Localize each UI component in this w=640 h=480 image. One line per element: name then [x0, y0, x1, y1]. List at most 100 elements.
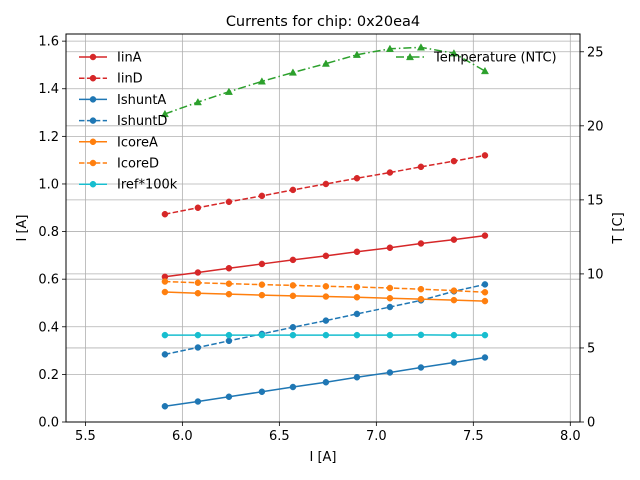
- legend-entry-iind: IinD: [79, 72, 143, 87]
- legend-entry-icored: IcoreD: [79, 157, 159, 172]
- data-point-iina: [481, 232, 489, 239]
- data-point-iind: [386, 169, 394, 176]
- y-tick-label: 0.8: [38, 225, 59, 240]
- legend-marker-icorea: [89, 138, 97, 146]
- series-iina: [161, 232, 489, 281]
- data-point-iina: [417, 240, 425, 247]
- data-point-iind: [161, 210, 169, 218]
- y-axis-left: 0.0 0.2 0.4 0.6 0.8 1.0 1.2 1.4 1.6: [38, 35, 66, 431]
- series-temperature-ntc: [160, 43, 489, 118]
- data-point-ishunta: [353, 373, 361, 381]
- data-point-temperature-ntc: [257, 77, 266, 85]
- series-iind: [161, 152, 489, 218]
- y2-tick-label: 0: [587, 416, 595, 431]
- data-point-iind: [225, 198, 233, 206]
- legend-entry-iina: IinA: [79, 51, 142, 66]
- data-point-temperature-ntc: [385, 44, 394, 52]
- legend-label-ishunta: IshuntA: [117, 93, 166, 108]
- data-point-icored: [353, 283, 361, 291]
- data-point-icorea: [194, 289, 202, 297]
- data-point-iina: [322, 252, 330, 260]
- data-point-iind: [353, 175, 361, 182]
- legend-entry-ishuntd: IshuntD: [79, 114, 167, 129]
- data-point-icorea: [481, 297, 489, 305]
- data-point-icored: [225, 280, 233, 287]
- legend-label-temperature: Temperature (NTC): [433, 51, 557, 66]
- data-point-iref-100k: [353, 331, 361, 339]
- data-point-ishunta: [386, 369, 394, 376]
- data-point-iina: [450, 236, 458, 243]
- data-point-iref-100k: [322, 331, 330, 339]
- data-point-temperature-ntc: [352, 50, 361, 58]
- data-point-iref-100k: [386, 331, 394, 339]
- data-point-iref-100k: [194, 331, 202, 339]
- x-tick-label: 6.0: [172, 429, 193, 444]
- data-point-temperature-ntc: [160, 109, 169, 118]
- y-axis-label: I [A]: [15, 214, 30, 241]
- x-tick-label: 6.5: [269, 429, 290, 444]
- data-point-ishunta: [322, 378, 330, 386]
- legend-marker-iref-100k: [89, 180, 97, 188]
- data-point-icorea: [161, 288, 169, 296]
- x-axis-label: I [A]: [309, 450, 336, 465]
- data-point-ishuntd: [225, 337, 233, 345]
- legend-label-icored: IcoreD: [117, 157, 159, 172]
- y-tick-label: 0.0: [38, 416, 59, 431]
- data-point-icored: [194, 279, 202, 286]
- data-point-ishuntd: [481, 281, 489, 288]
- x-tick-label: 5.5: [75, 429, 96, 444]
- data-point-ishuntd: [322, 317, 330, 324]
- y2-tick-label: 25: [587, 45, 604, 60]
- y-tick-label: 0.2: [38, 368, 59, 383]
- data-point-icorea: [258, 291, 266, 299]
- x-tick-label: 7.5: [463, 429, 484, 444]
- y-tick-label: 1.4: [38, 82, 59, 97]
- data-point-iind: [481, 152, 489, 159]
- data-point-icored: [417, 285, 425, 293]
- data-point-icored: [161, 278, 169, 285]
- series-icorea: [161, 288, 489, 305]
- data-point-iind: [322, 180, 330, 188]
- legend-marker-ishunta: [89, 96, 97, 103]
- data-point-ishunta: [481, 354, 489, 361]
- legend-entry-temperature: Temperature (NTC): [396, 51, 557, 66]
- x-axis: 5.5 6.0 6.5 7.0 7.5 8.0: [75, 422, 581, 444]
- data-point-ishunta: [194, 398, 202, 405]
- data-point-iind: [417, 163, 425, 171]
- data-point-ishunta: [289, 383, 297, 391]
- legend-right: Temperature (NTC): [396, 51, 557, 66]
- legend-marker-iina: [89, 53, 97, 61]
- data-point-icorea: [322, 293, 330, 300]
- data-point-icorea: [417, 295, 425, 303]
- data-point-iref-100k: [225, 331, 233, 339]
- data-point-iina: [258, 260, 266, 268]
- data-point-iina: [386, 244, 394, 252]
- data-point-temperature-ntc: [224, 87, 233, 95]
- legend-label-icorea: IcoreA: [117, 135, 158, 150]
- series-line-ishuntd: [164, 283, 486, 356]
- data-point-icorea: [386, 294, 394, 302]
- data-point-temperature-ntc: [480, 66, 489, 75]
- data-point-iref-100k: [417, 331, 425, 339]
- y-tick-label: 0.4: [38, 320, 59, 335]
- data-point-icored: [450, 287, 458, 294]
- data-point-ishunta: [450, 359, 458, 366]
- legend-marker-ishuntd: [89, 117, 97, 124]
- data-point-temperature-ntc: [288, 68, 297, 76]
- data-point-iref-100k: [289, 331, 297, 339]
- data-point-icorea: [353, 294, 361, 301]
- data-point-ishuntd: [194, 344, 202, 351]
- data-point-icored: [258, 281, 266, 288]
- data-point-ishunta: [161, 403, 169, 410]
- data-point-iina: [289, 256, 297, 264]
- series-icored: [161, 278, 489, 296]
- legend-label-iind: IinD: [117, 72, 143, 87]
- data-point-iref-100k: [258, 331, 266, 339]
- data-point-icored: [386, 284, 394, 292]
- y2-tick-label: 5: [587, 341, 595, 356]
- y2-tick-label: 10: [587, 267, 604, 282]
- grid: [66, 34, 580, 423]
- series-layer: [160, 43, 489, 410]
